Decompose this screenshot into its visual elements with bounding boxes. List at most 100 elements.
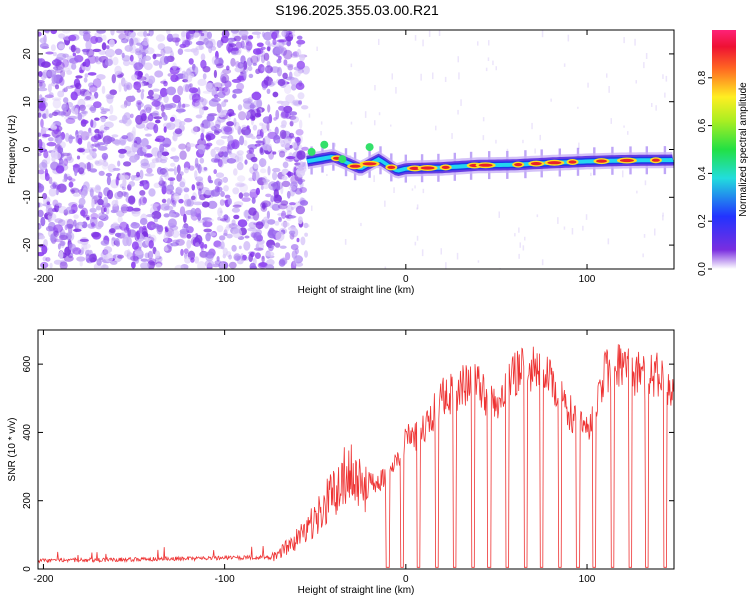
noise-speckle	[105, 207, 110, 215]
noise-speckle	[52, 182, 56, 189]
noise-speckle	[270, 195, 275, 203]
noise-speckle	[106, 45, 110, 50]
noise-speckle	[297, 178, 303, 185]
noise-speckle	[48, 113, 53, 118]
noise-speckle	[120, 204, 129, 214]
noise-speckle	[163, 95, 169, 104]
noise-speckle	[255, 243, 259, 250]
noise-speckle	[233, 253, 241, 261]
noise-speckle	[289, 111, 298, 116]
noise-speckle	[131, 261, 136, 269]
noise-speckle	[90, 194, 101, 200]
noise-speckle	[247, 65, 253, 72]
noise-speckle	[114, 65, 122, 76]
noise-speckle	[112, 56, 119, 66]
noise-speckle	[90, 105, 97, 113]
noise-speckle	[173, 166, 177, 176]
noise-speckle	[152, 225, 162, 229]
noise-speckle	[416, 204, 419, 209]
noise-speckle	[195, 176, 204, 182]
noise-speckle	[252, 170, 260, 181]
noise-speckle	[103, 126, 110, 131]
noise-speckle	[94, 55, 99, 63]
noise-speckle	[228, 261, 237, 269]
noise-speckle	[281, 120, 287, 127]
noise-speckle	[295, 262, 304, 267]
noise-speckle	[139, 183, 144, 187]
top-y-tick-label: 0	[22, 146, 33, 152]
noise-speckle	[54, 69, 63, 74]
noise-speckle	[344, 239, 347, 245]
noise-speckle	[79, 260, 83, 267]
noise-speckle	[135, 50, 143, 56]
noise-speckle	[220, 125, 230, 135]
noise-speckle	[91, 221, 95, 228]
noise-speckle	[155, 119, 161, 124]
noise-speckle	[126, 150, 136, 157]
noise-speckle	[297, 42, 302, 48]
noise-speckle	[159, 143, 165, 153]
noise-speckle	[164, 172, 170, 180]
noise-speckle	[304, 250, 308, 258]
top-y-tick-label: 20	[22, 48, 33, 60]
noise-speckle	[607, 238, 610, 245]
noise-speckle	[117, 160, 121, 167]
noise-speckle	[432, 72, 434, 80]
noise-speckle	[98, 73, 103, 81]
noise-speckle	[86, 48, 95, 58]
noise-speckle	[194, 256, 200, 264]
noise-speckle	[241, 254, 247, 261]
noise-speckle	[279, 245, 287, 249]
noise-speckle	[118, 82, 122, 93]
noise-speckle	[150, 203, 160, 207]
noise-speckle	[224, 194, 231, 199]
noise-speckle	[63, 255, 74, 262]
noise-speckle	[183, 75, 193, 83]
noise-speckle	[577, 106, 579, 109]
noise-speckle	[272, 167, 281, 173]
noise-speckle	[65, 223, 74, 229]
noise-speckle	[195, 45, 205, 51]
noise-speckle	[112, 221, 118, 226]
noise-speckle	[171, 37, 181, 43]
noise-speckle	[101, 264, 109, 269]
noise-speckle	[155, 263, 162, 268]
noise-speckle	[204, 260, 215, 268]
noise-speckle	[110, 30, 115, 36]
noise-speckle	[506, 148, 509, 151]
noise-speckle	[238, 245, 242, 250]
noise-speckle	[139, 217, 148, 226]
noise-speckle	[297, 161, 305, 168]
noise-speckle	[171, 229, 180, 238]
noise-speckle	[288, 185, 297, 191]
noise-speckle	[175, 38, 179, 47]
noise-speckle	[263, 76, 273, 86]
noise-speckle	[230, 30, 239, 34]
noise-speckle	[293, 70, 301, 77]
signal-peak-core	[441, 165, 450, 169]
noise-speckle	[280, 200, 289, 206]
noise-speckle	[143, 153, 153, 158]
noise-speckle	[38, 162, 48, 171]
noise-speckle	[177, 85, 184, 96]
noise-speckle	[184, 48, 193, 53]
noise-speckle	[148, 188, 156, 197]
noise-speckle	[47, 137, 54, 142]
noise-speckle	[378, 38, 380, 45]
noise-speckle	[191, 93, 201, 104]
signal-blob	[307, 147, 316, 156]
noise-speckle	[127, 184, 132, 191]
noise-speckle	[155, 34, 166, 42]
noise-speckle	[189, 83, 193, 88]
noise-speckle	[179, 206, 186, 217]
noise-speckle	[195, 236, 202, 244]
noise-speckle	[262, 116, 273, 124]
noise-speckle	[143, 126, 150, 131]
noise-speckle	[76, 221, 84, 226]
noise-speckle	[384, 266, 387, 269]
noise-speckle	[122, 236, 129, 247]
noise-speckle	[246, 125, 250, 130]
noise-speckle	[89, 188, 94, 198]
noise-speckle	[360, 222, 362, 227]
noise-speckle	[303, 222, 309, 229]
